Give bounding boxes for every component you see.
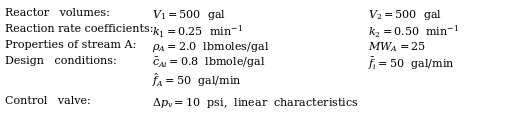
Text: $\Delta p_v = 10$  psi,  linear  characteristics: $\Delta p_v = 10$ psi, linear characteri…	[152, 96, 359, 110]
Text: Properties of stream A:: Properties of stream A:	[5, 40, 136, 50]
Text: Reaction rate coefficients:: Reaction rate coefficients:	[5, 24, 154, 34]
Text: $\rho_A = 2.0$  lbmoles/gal: $\rho_A = 2.0$ lbmoles/gal	[152, 40, 269, 54]
Text: $k_2 = 0.50$  min$^{-1}$: $k_2 = 0.50$ min$^{-1}$	[368, 24, 459, 40]
Text: $\hat{f}_A = 50$  gal/min: $\hat{f}_A = 50$ gal/min	[152, 72, 242, 89]
Text: $\bar{f}_i = 50$  gal/min: $\bar{f}_i = 50$ gal/min	[368, 56, 455, 72]
Text: Control   valve:: Control valve:	[5, 96, 91, 106]
Text: Reactor   volumes:: Reactor volumes:	[5, 8, 110, 18]
Text: Design   conditions:: Design conditions:	[5, 56, 117, 66]
Text: $MW_A = 25$: $MW_A = 25$	[368, 40, 426, 54]
Text: $k_1 = 0.25$  min$^{-1}$: $k_1 = 0.25$ min$^{-1}$	[152, 24, 243, 40]
Text: $V_2 = 500$  gal: $V_2 = 500$ gal	[368, 8, 442, 22]
Text: $V_1 = 500$  gal: $V_1 = 500$ gal	[152, 8, 226, 22]
Text: $\bar{c}_{Ai} = 0.8$  lbmole/gal: $\bar{c}_{Ai} = 0.8$ lbmole/gal	[152, 56, 266, 70]
